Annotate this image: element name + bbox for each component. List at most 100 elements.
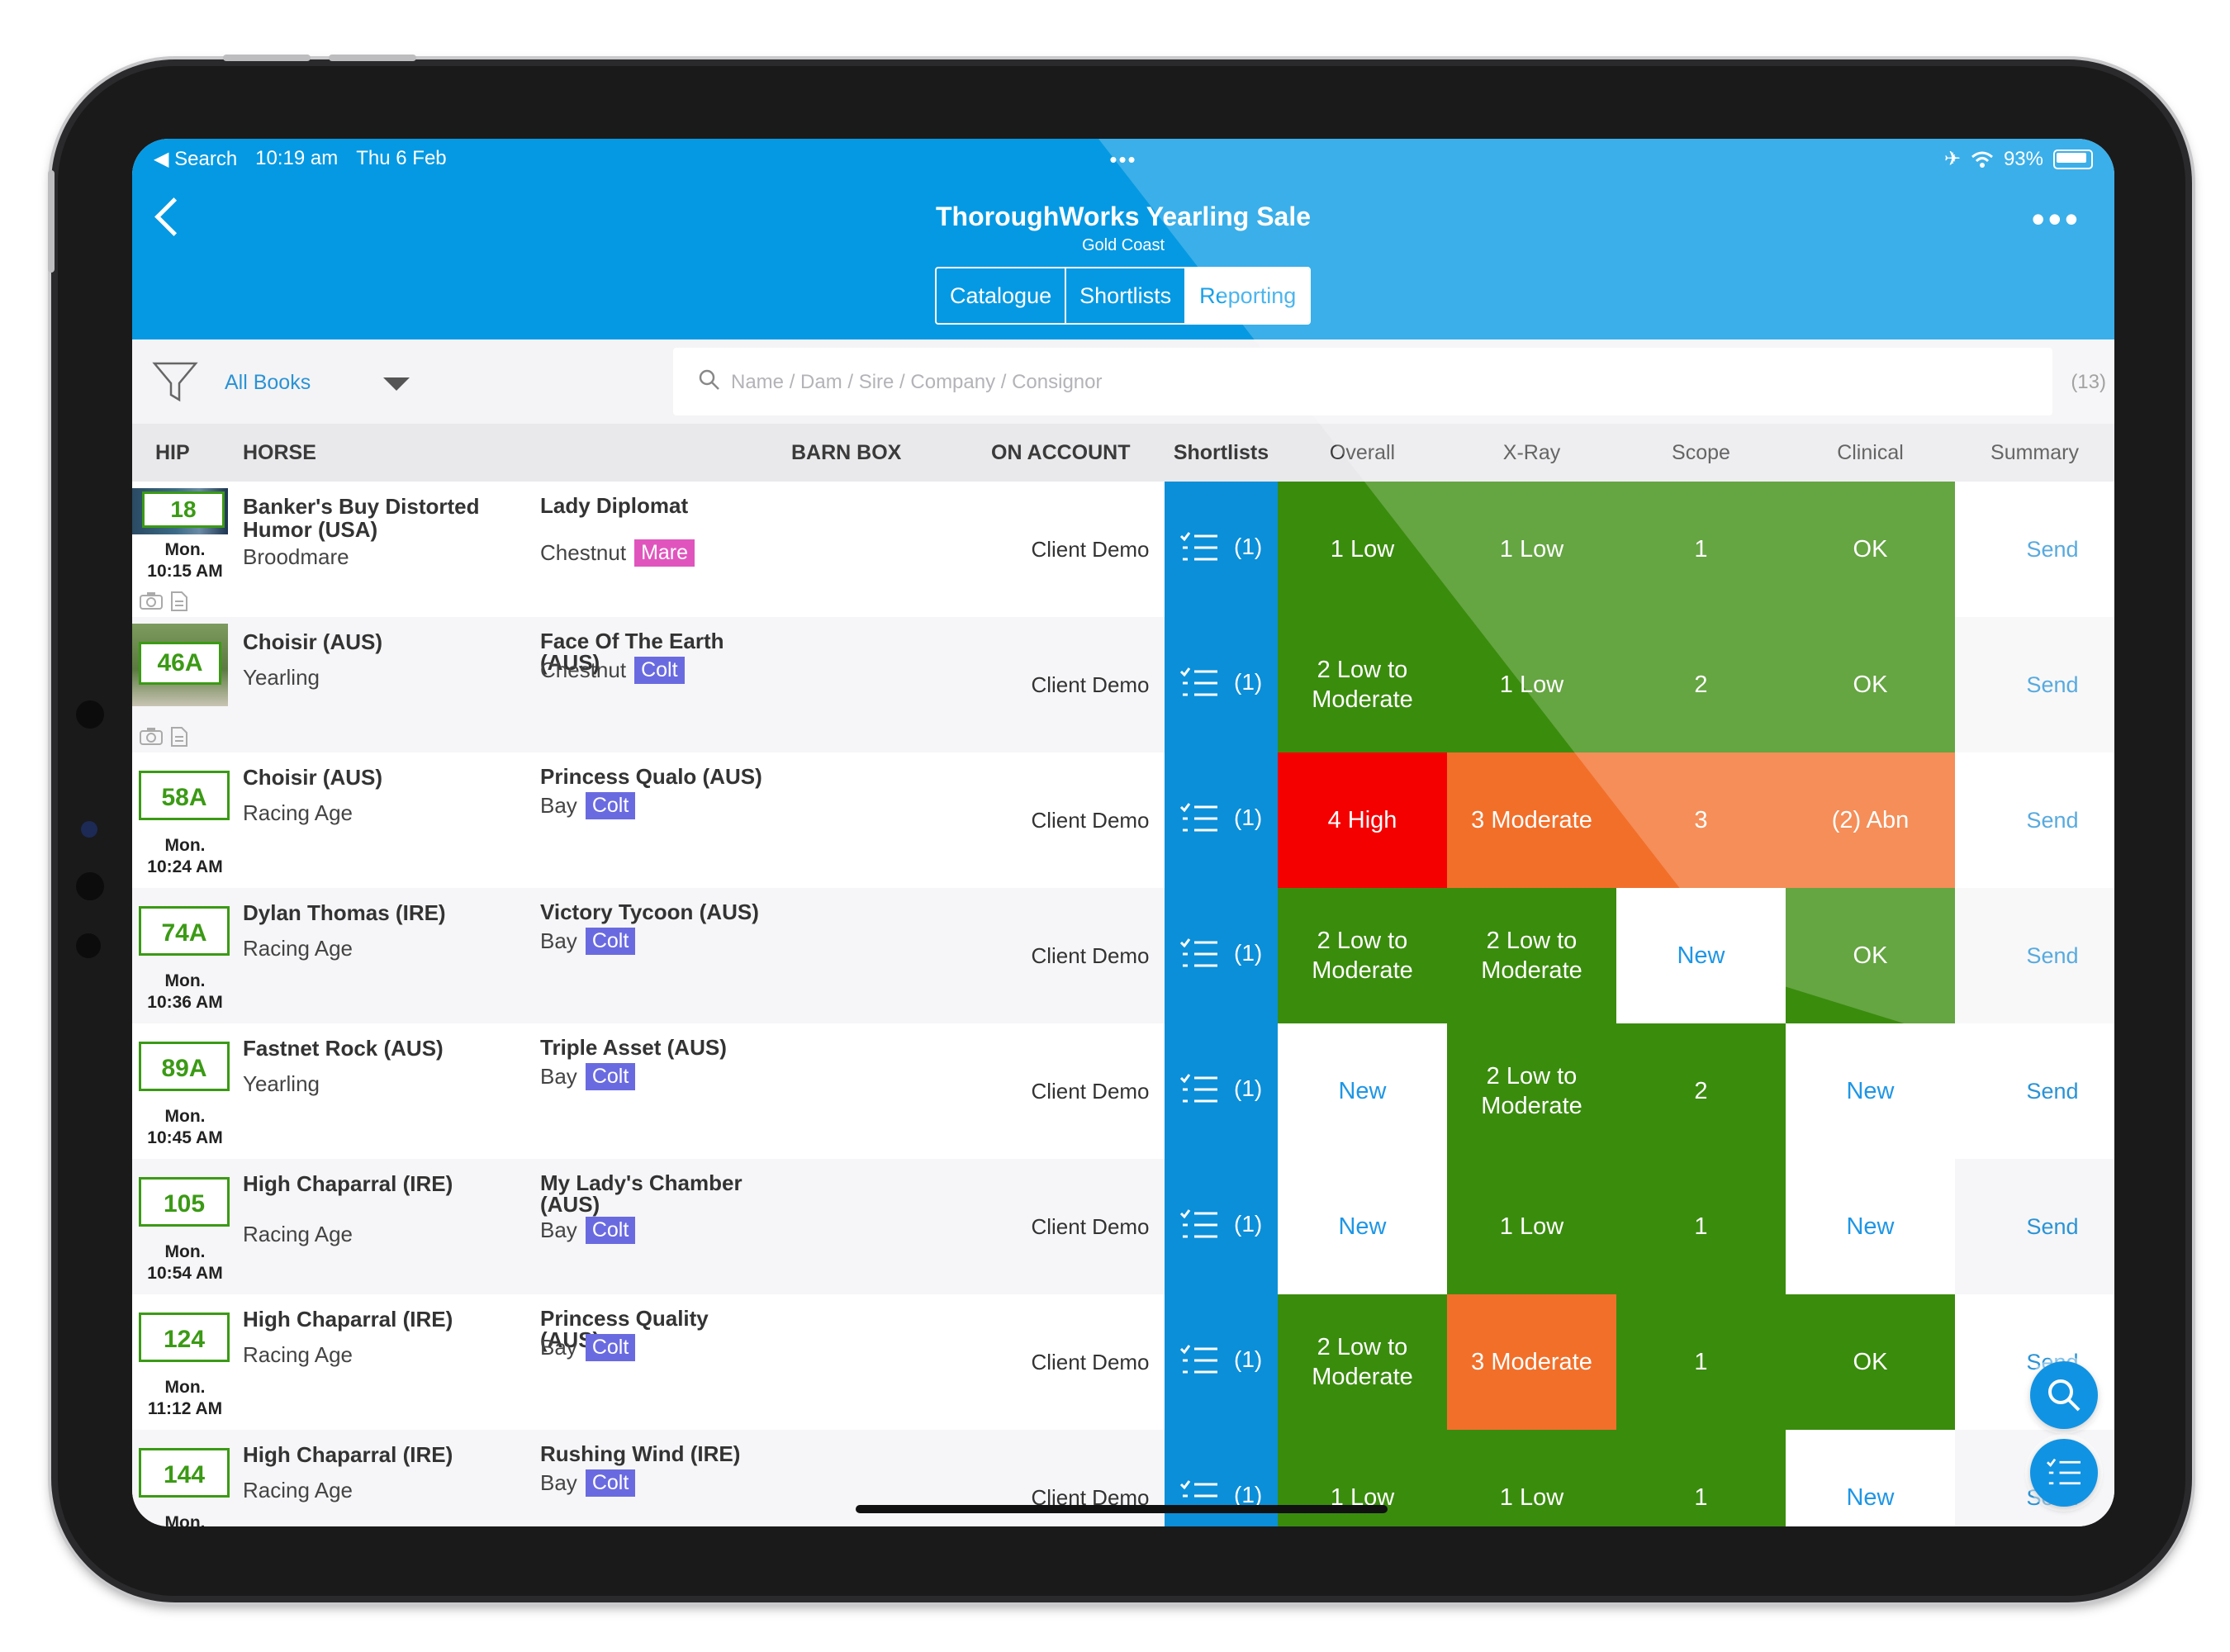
status-time: 10:19 am (255, 147, 339, 169)
hip-number[interactable]: 105 (139, 1177, 230, 1227)
xray-cell[interactable]: 1 Low (1447, 1159, 1616, 1294)
xray-cell[interactable]: 2 Low to Moderate (1447, 888, 1616, 1023)
column-clinical[interactable]: Clinical (1837, 441, 1904, 464)
scope-cell[interactable]: 3 (1616, 752, 1786, 888)
hip-number[interactable]: 74A (139, 906, 230, 956)
table-row[interactable]: 74A Mon. 10:36 AM Dylan Thomas (IRE) Rac… (132, 888, 2114, 1025)
overall-cell[interactable]: 4 High (1278, 752, 1447, 888)
shortlist-cell[interactable]: (1) (1165, 617, 1278, 752)
segmented-tabs: Catalogue Shortlists Reporting (935, 267, 1312, 325)
list-icon (1179, 1209, 1217, 1238)
hip-number[interactable]: 124 (139, 1313, 230, 1362)
hip-number[interactable]: 144 (139, 1448, 230, 1498)
overall-cell[interactable]: 2 Low to Moderate (1278, 617, 1447, 752)
send-summary-link[interactable]: Send (2026, 1078, 2079, 1104)
hip-number[interactable]: 18 (142, 491, 225, 528)
search-input[interactable] (729, 348, 1971, 417)
back-to-search-link[interactable]: ◀ Search (154, 148, 238, 170)
clinical-cell[interactable]: OK (1786, 617, 1955, 752)
hip-number[interactable]: 58A (139, 771, 230, 820)
floating-search-button[interactable] (2030, 1361, 2098, 1429)
sex-badge: Mare (634, 539, 695, 567)
overall-cell[interactable]: 2 Low to Moderate (1278, 1294, 1447, 1430)
column-barn-box[interactable]: BARN BOX (791, 441, 902, 464)
xray-cell[interactable]: 1 Low (1447, 1430, 1616, 1526)
account-name: Client Demo (1031, 672, 1150, 697)
account-name: Client Demo (1031, 943, 1150, 968)
scope-cell[interactable]: 1 (1616, 1430, 1786, 1526)
horse-color-line: Bay Colt (540, 928, 636, 955)
multitask-dots-icon[interactable]: ••• (1109, 147, 1137, 172)
shortlist-cell[interactable]: (1) (1165, 752, 1278, 888)
inspection-time: Mon. 10:45 AM (137, 1106, 233, 1149)
column-on-account[interactable]: ON ACCOUNT (991, 441, 1131, 464)
send-summary-link[interactable]: Send (2026, 1213, 2079, 1239)
clinical-cell[interactable]: (2) Abn (1786, 752, 1955, 888)
camera-icon[interactable] (139, 591, 164, 610)
overall-cell[interactable]: New (1278, 1159, 1447, 1294)
camera-icon[interactable] (139, 726, 164, 746)
filter-funnel-icon[interactable] (152, 360, 198, 405)
hip-number[interactable]: 46A (139, 642, 221, 685)
column-overall[interactable]: Overall (1329, 441, 1396, 464)
clinical-cell[interactable]: New (1786, 1023, 1955, 1159)
xray-cell[interactable]: 1 Low (1447, 482, 1616, 617)
column-horse[interactable]: HORSE (243, 441, 316, 464)
more-options-icon[interactable]: ••• (2031, 197, 2081, 240)
xray-cell[interactable]: 3 Moderate (1447, 1294, 1616, 1430)
tab-shortlists[interactable]: Shortlists (1066, 268, 1187, 323)
scope-cell[interactable]: New (1616, 888, 1786, 1023)
shortlist-cell[interactable]: (1) (1165, 1159, 1278, 1294)
shortlist-cell[interactable]: (1) (1165, 1294, 1278, 1430)
send-summary-link[interactable]: Send (2026, 672, 2079, 697)
table-row[interactable]: 18 Mon. 10:15 AM Banker's Buy Distorted … (132, 482, 2114, 619)
column-scope[interactable]: Scope (1672, 441, 1730, 464)
tab-reporting[interactable]: Reporting (1186, 268, 1310, 323)
chevron-down-icon[interactable] (383, 377, 410, 391)
column-shortlists[interactable]: Shortlists (1173, 441, 1269, 464)
table-row[interactable]: 124 Mon. 11:12 AM High Chaparral (IRE) R… (132, 1294, 2114, 1431)
send-summary-link[interactable]: Send (2026, 536, 2079, 562)
table-row[interactable]: 89A Mon. 10:45 AM Fastnet Rock (AUS) Yea… (132, 1023, 2114, 1161)
tab-catalogue[interactable]: Catalogue (937, 268, 1067, 323)
books-dropdown-label[interactable]: All Books (225, 371, 311, 394)
page-subtitle: Gold Coast (1081, 236, 1165, 254)
hip-number[interactable]: 89A (139, 1042, 230, 1091)
clinical-cell[interactable]: New (1786, 1159, 1955, 1294)
inspection-day: Mon. (164, 1242, 206, 1261)
clinical-cell[interactable]: OK (1786, 888, 1955, 1023)
scope-cell[interactable]: 1 (1616, 482, 1786, 617)
xray-cell[interactable]: 1 Low (1447, 617, 1616, 752)
send-summary-link[interactable]: Send (2026, 942, 2079, 968)
table-row[interactable]: 58A Mon. 10:24 AM Choisir (AUS) Racing A… (132, 752, 2114, 890)
sire-name: High Chaparral (IRE) (243, 1442, 453, 1467)
overall-cell[interactable]: 1 Low (1278, 482, 1447, 617)
scope-cell[interactable]: 1 (1616, 1159, 1786, 1294)
column-hip[interactable]: HIP (155, 441, 190, 464)
table-row[interactable]: 105 Mon. 10:54 AM High Chaparral (IRE) R… (132, 1159, 2114, 1296)
wifi-icon (1971, 151, 1993, 168)
horse-color: Bay (540, 1335, 577, 1360)
xray-cell[interactable]: 3 Moderate (1447, 752, 1616, 888)
overall-cell[interactable]: 2 Low to Moderate (1278, 888, 1447, 1023)
document-icon[interactable] (170, 591, 188, 612)
scope-cell[interactable]: 2 (1616, 617, 1786, 752)
horse-color-line: Chestnut Mare (540, 539, 695, 567)
scope-cell[interactable]: 1 (1616, 1294, 1786, 1430)
column-summary[interactable]: Summary (1990, 441, 2079, 464)
document-icon[interactable] (170, 726, 188, 748)
shortlist-cell[interactable]: (1) (1165, 888, 1278, 1023)
floating-shortlist-button[interactable] (2030, 1439, 2098, 1507)
overall-cell[interactable]: New (1278, 1023, 1447, 1159)
clinical-cell[interactable]: OK (1786, 482, 1955, 617)
send-summary-link[interactable]: Send (2026, 807, 2079, 833)
shortlist-cell[interactable]: (1) (1165, 482, 1278, 617)
clinical-cell[interactable]: New (1786, 1430, 1955, 1526)
clinical-cell[interactable]: OK (1786, 1294, 1955, 1430)
shortlist-cell[interactable]: (1) (1165, 1023, 1278, 1159)
table-row[interactable]: 46A Choisir (AUS) Yearling Face Of The E… (132, 617, 2114, 754)
home-indicator[interactable] (856, 1505, 1388, 1513)
scope-cell[interactable]: 2 (1616, 1023, 1786, 1159)
column-xray[interactable]: X-Ray (1502, 441, 1561, 464)
xray-cell[interactable]: 2 Low to Moderate (1447, 1023, 1616, 1159)
